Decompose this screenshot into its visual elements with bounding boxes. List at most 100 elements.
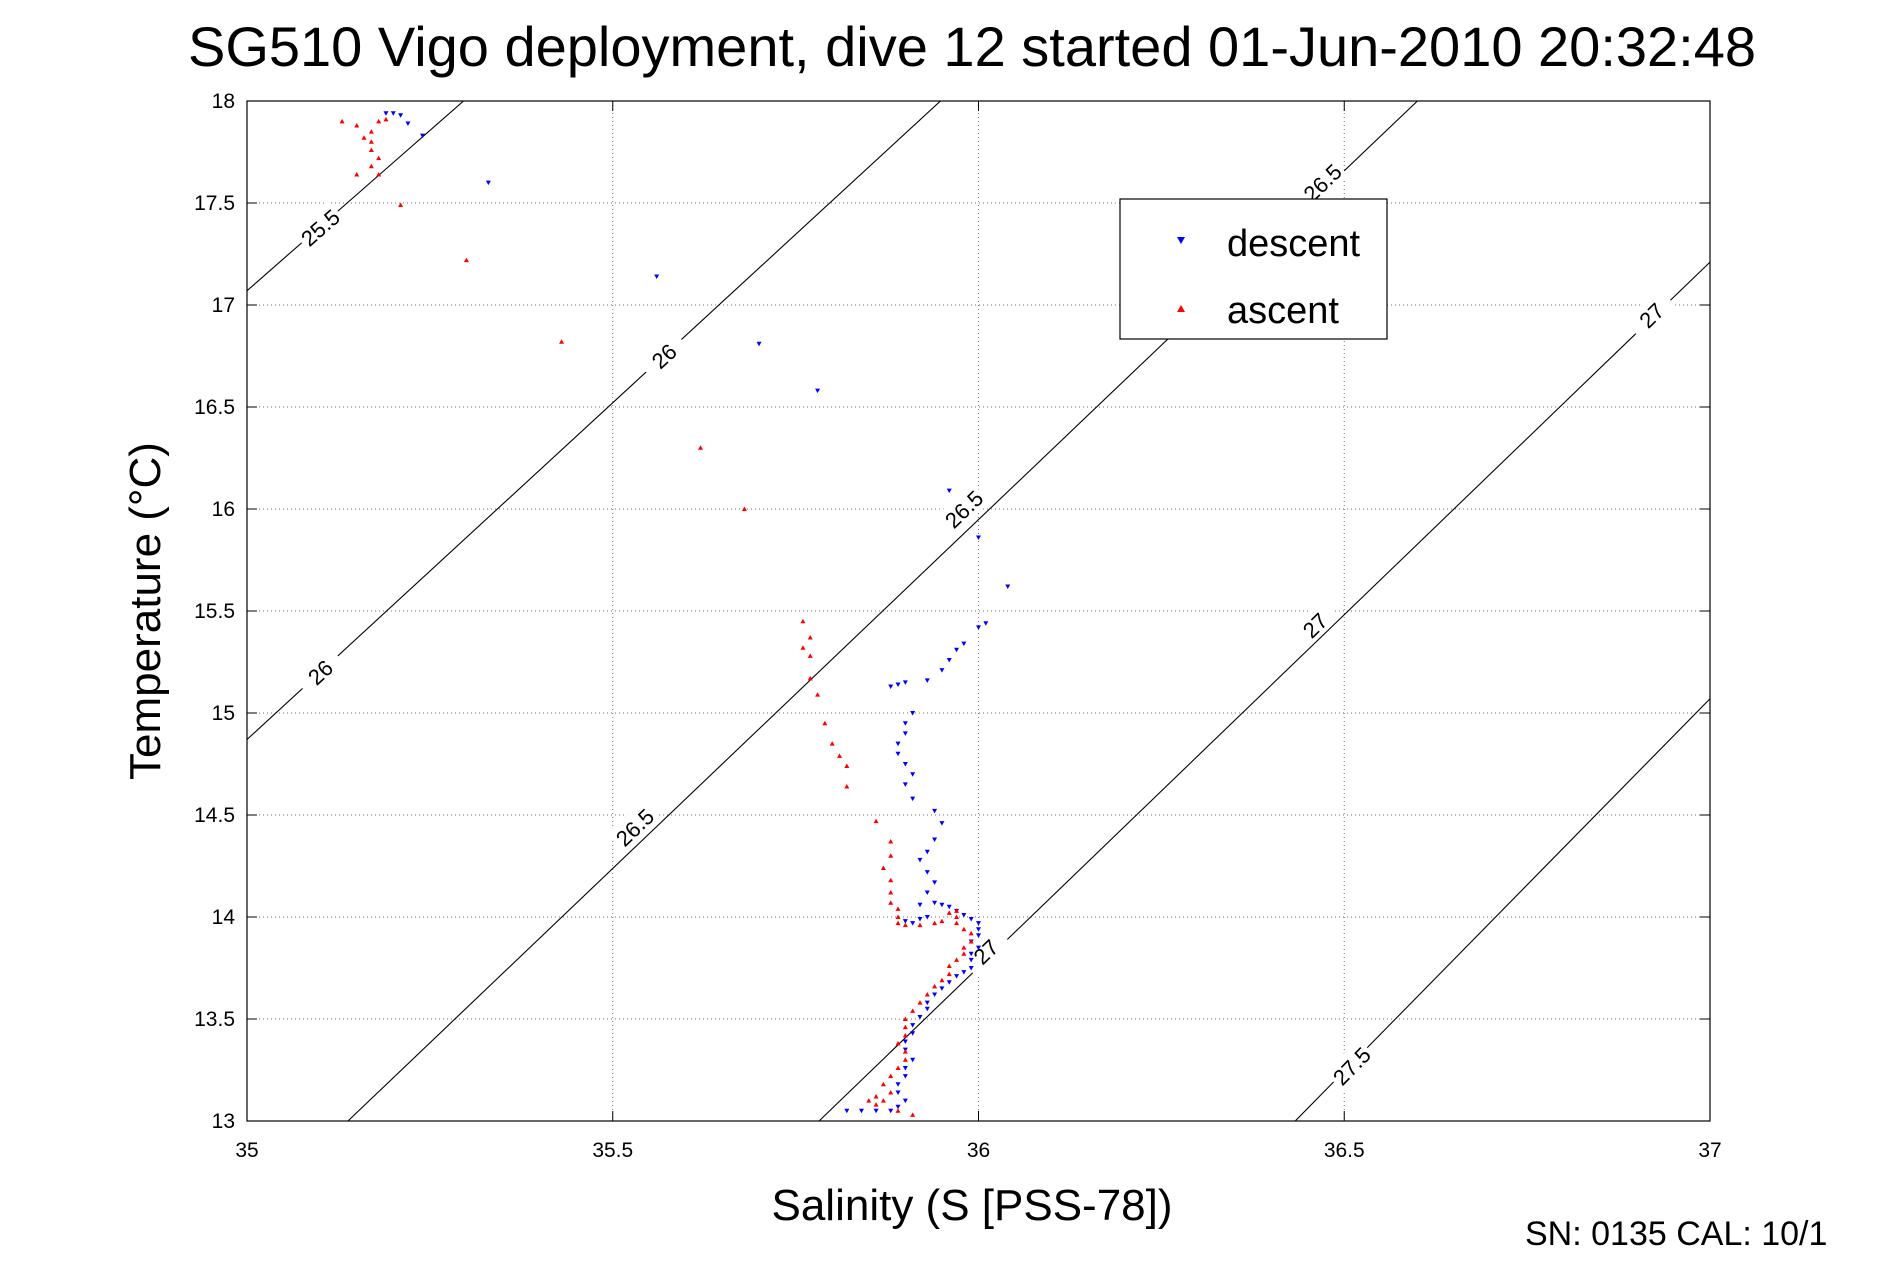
descent-point bbox=[895, 741, 901, 747]
ascent-point bbox=[895, 1040, 901, 1046]
ascent-point bbox=[939, 977, 945, 983]
ascent-point bbox=[354, 171, 360, 177]
ascent-point bbox=[880, 1081, 886, 1087]
descent-point bbox=[383, 111, 389, 116]
descent-point bbox=[844, 1108, 850, 1114]
ascent-point bbox=[946, 963, 952, 968]
descent-point bbox=[895, 682, 901, 687]
ascent-point bbox=[873, 818, 879, 824]
descent-point bbox=[902, 731, 908, 736]
ascent-point bbox=[368, 147, 374, 152]
ascent-point bbox=[917, 922, 923, 928]
ascent-point bbox=[815, 692, 821, 697]
y-tick-label: 16 bbox=[212, 498, 235, 521]
descent-point bbox=[924, 915, 930, 920]
descent-point bbox=[910, 1057, 916, 1063]
descent-point bbox=[895, 751, 901, 757]
ascent-point bbox=[932, 920, 938, 926]
descent-point bbox=[917, 902, 923, 908]
y-tick-label: 16.5 bbox=[194, 396, 235, 419]
ascent-point bbox=[902, 1024, 908, 1030]
descent-point bbox=[983, 621, 989, 626]
descent-point bbox=[485, 180, 491, 186]
descent-point bbox=[939, 986, 945, 991]
legend: descent ascent bbox=[1119, 198, 1388, 340]
y-tick-label: 15.5 bbox=[194, 600, 235, 623]
ascent-point bbox=[954, 920, 960, 926]
descent-point bbox=[939, 902, 945, 908]
ascent-point bbox=[888, 900, 894, 905]
ascent-point bbox=[917, 1000, 923, 1005]
legend-ascent-label: ascent bbox=[1227, 290, 1339, 332]
descent-point bbox=[954, 974, 960, 979]
ascent-point bbox=[361, 135, 367, 140]
legend-ascent-marker bbox=[1177, 305, 1185, 312]
descent-point bbox=[976, 921, 981, 926]
descent-point bbox=[924, 678, 930, 683]
ascent-point bbox=[800, 645, 806, 650]
legend-descent-marker bbox=[1177, 237, 1185, 244]
descent-point bbox=[815, 388, 821, 394]
ascent-point bbox=[895, 914, 901, 919]
descent-point bbox=[932, 880, 938, 885]
descent-point bbox=[910, 921, 916, 926]
ascent-point bbox=[829, 741, 835, 746]
y-tick-label: 13.5 bbox=[194, 1008, 235, 1031]
ascent-point bbox=[946, 910, 952, 915]
descent-point bbox=[924, 1000, 930, 1006]
contour-line-25-5 bbox=[247, 101, 464, 292]
ascent-point bbox=[807, 675, 813, 681]
descent-point bbox=[932, 900, 938, 906]
y-tick-label: 17.5 bbox=[194, 192, 235, 215]
descent-point bbox=[902, 782, 908, 787]
ascent-point bbox=[800, 618, 806, 624]
ascent-point bbox=[902, 922, 908, 928]
descent-point bbox=[902, 1039, 908, 1044]
x-tick-label: 37 bbox=[1698, 1139, 1721, 1162]
descent-point bbox=[976, 625, 981, 630]
descent-point bbox=[398, 113, 404, 118]
descent-point bbox=[895, 1090, 901, 1095]
descent-point bbox=[888, 684, 894, 689]
descent-point bbox=[910, 711, 916, 716]
ascent-point bbox=[895, 906, 901, 911]
ascent-point bbox=[888, 1073, 894, 1079]
ascent-point bbox=[807, 653, 813, 658]
descent-point bbox=[917, 857, 923, 863]
ascent-point bbox=[902, 1032, 908, 1038]
ascent-point bbox=[866, 1098, 872, 1103]
ascent-point bbox=[888, 1089, 894, 1095]
x-tick-label: 36.5 bbox=[1324, 1139, 1365, 1162]
ascent-point bbox=[873, 1102, 879, 1107]
descent-point bbox=[946, 488, 952, 494]
descent-point bbox=[924, 870, 930, 875]
ascent-point bbox=[968, 938, 974, 944]
footer-serial-calibration: SN: 0135 CAL: 10/1 bbox=[1525, 1215, 1827, 1253]
y-tick-label: 14 bbox=[212, 906, 236, 929]
ascent-point bbox=[910, 1008, 916, 1013]
descent-point bbox=[939, 821, 945, 826]
ascent-point bbox=[398, 202, 404, 208]
descent-point bbox=[902, 762, 908, 767]
ascent-point bbox=[376, 155, 382, 161]
ascent-point bbox=[954, 957, 960, 962]
ascent-point bbox=[807, 635, 813, 640]
ascent-point bbox=[698, 445, 704, 450]
descent-point bbox=[976, 945, 981, 951]
ascent-point bbox=[822, 720, 828, 726]
ascent-point bbox=[844, 783, 850, 789]
y-tick-label: 15 bbox=[212, 702, 235, 725]
descent-point bbox=[390, 111, 396, 116]
ascent-point bbox=[888, 877, 894, 883]
x-axis-label: Salinity (S [PSS-78]) bbox=[771, 1181, 1172, 1230]
x-tick-label: 35 bbox=[235, 1139, 258, 1162]
ascent-point bbox=[895, 1108, 901, 1113]
ascent-point bbox=[837, 753, 843, 758]
descent-point bbox=[654, 274, 660, 279]
ascent-point bbox=[873, 1094, 879, 1099]
legend-box bbox=[1119, 198, 1388, 340]
ascent-point bbox=[961, 926, 967, 932]
descent-point bbox=[902, 680, 908, 685]
descent-point bbox=[902, 721, 908, 726]
